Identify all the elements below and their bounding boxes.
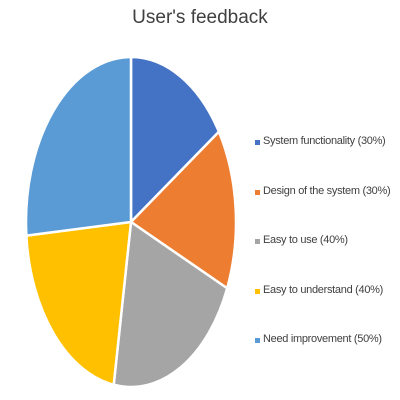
legend-item-1: System functionality (30%) bbox=[250, 135, 398, 185]
legend-swatch bbox=[255, 239, 260, 244]
pie-slice-4 bbox=[25, 220, 133, 386]
legend-swatch bbox=[255, 338, 260, 343]
legend-swatch bbox=[255, 140, 260, 145]
legend-item-3: Easy to use (40%) bbox=[250, 234, 398, 284]
chart-title: User's feedback bbox=[132, 7, 268, 28]
pie-slice-1 bbox=[129, 55, 221, 224]
legend-swatch bbox=[255, 288, 260, 294]
legend-item-2: Design of the system (30%) bbox=[250, 185, 398, 235]
legend-label: Easy to understand (40%) bbox=[263, 283, 383, 296]
legend-item-5: Need improvement (50%) bbox=[250, 333, 398, 383]
legend-label: Design of the system (30%) bbox=[263, 184, 391, 197]
pie-slice-5 bbox=[24, 55, 133, 237]
legend-label: Need improvement (50%) bbox=[263, 333, 382, 345]
legend-label: Easy to use (40%) bbox=[263, 234, 348, 246]
pie-slice-3 bbox=[112, 220, 229, 389]
legend-swatch bbox=[255, 189, 260, 195]
legend: System functionality (30%) Design of the … bbox=[250, 135, 398, 383]
legend-item-4: Easy to understand (40%) bbox=[250, 284, 398, 334]
legend-label: System functionality (30%) bbox=[263, 135, 386, 147]
pie-slice-2 bbox=[129, 130, 238, 290]
